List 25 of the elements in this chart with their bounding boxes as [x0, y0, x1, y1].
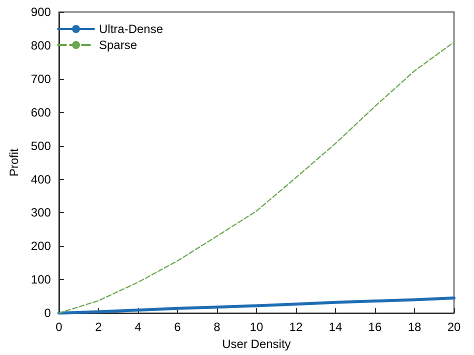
x-tick-label: 12	[289, 320, 303, 334]
x-tick-label: 18	[408, 320, 422, 334]
x-tick-label: 10	[250, 320, 264, 334]
x-tick-label: 2	[95, 320, 102, 334]
legend-label: Sparse	[99, 38, 138, 52]
y-tick-label: 400	[30, 172, 52, 186]
x-tick-label: 14	[328, 320, 342, 334]
x-tick-label: 6	[174, 320, 182, 334]
y-tick-label: 800	[30, 38, 52, 52]
y-tick-label: 200	[30, 239, 52, 254]
x-tick-label: 4	[134, 320, 142, 334]
x-tick-label: 8	[214, 320, 221, 334]
y-tick-label: 600	[30, 105, 52, 120]
legend-label: Ultra-Dense	[99, 22, 164, 36]
x-tick-label: 20	[447, 320, 461, 334]
y-tick-label: 900	[30, 5, 52, 19]
y-tick-label: 0	[44, 306, 52, 320]
y-tick-label: 300	[30, 206, 52, 220]
y-axis-title: Profit	[7, 148, 21, 177]
x-axis-title: User Density	[222, 337, 291, 351]
x-tick-label: 16	[368, 320, 382, 334]
y-tick-label: 700	[30, 72, 52, 86]
y-tick-label: 500	[30, 138, 52, 153]
y-tick-label: 100	[30, 272, 52, 287]
x-tick-label: 0	[56, 320, 63, 334]
